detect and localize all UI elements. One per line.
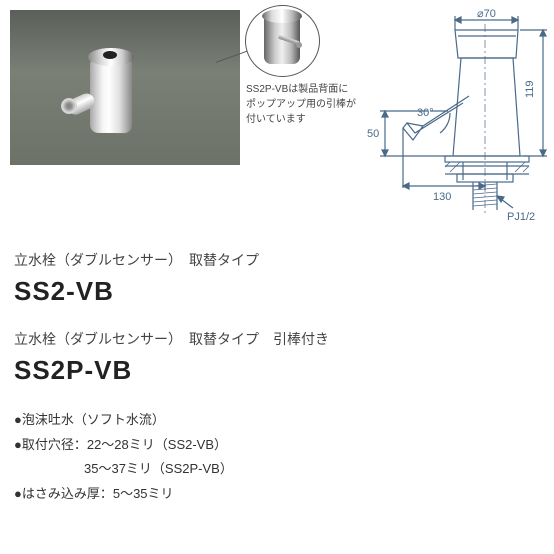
product1-label: 立水栓（ダブルセンサー） 取替タイプ: [14, 250, 540, 270]
spec-hole-2: 35～37ミリ（SS2P-VB）: [14, 457, 540, 482]
spec-hole-1: ●取付穴径：22～28ミリ（SS2-VB）: [14, 433, 540, 458]
dim-height: 119: [524, 80, 536, 98]
product2-label: 立水栓（ダブルセンサー） 取替タイプ 引棒付き: [14, 329, 540, 349]
product2-code: SS2P-VB: [14, 355, 540, 386]
callout-detail: [245, 5, 320, 77]
callout-text-3: 付いています: [246, 112, 366, 127]
callout-text-1: SS2P-VBは製品背面に: [246, 82, 366, 97]
spec-thickness: ●はさみ込み厚：5～35ミリ: [14, 482, 540, 507]
spec-aerator: ●泡沫吐水（ソフト水流）: [14, 408, 540, 433]
dim-diameter: ⌀70: [477, 8, 496, 20]
dim-angle: 30°: [417, 107, 434, 119]
technical-diagram: ⌀70 30°: [355, 8, 550, 233]
dim-thread: PJ1/2: [507, 211, 535, 223]
dim-spout-height: 50: [367, 128, 379, 140]
product1-code: SS2-VB: [14, 276, 540, 307]
product-photo: [10, 10, 240, 165]
callout-text-2: ポップアップ用の引棒が: [246, 97, 366, 112]
specifications: ●泡沫吐水（ソフト水流） ●取付穴径：22～28ミリ（SS2-VB） 35～37…: [14, 408, 540, 507]
faucet-render: [65, 38, 145, 138]
callout-caption: SS2P-VBは製品背面に ポップアップ用の引棒が 付いています: [246, 82, 366, 127]
dim-depth: 130: [433, 191, 451, 203]
